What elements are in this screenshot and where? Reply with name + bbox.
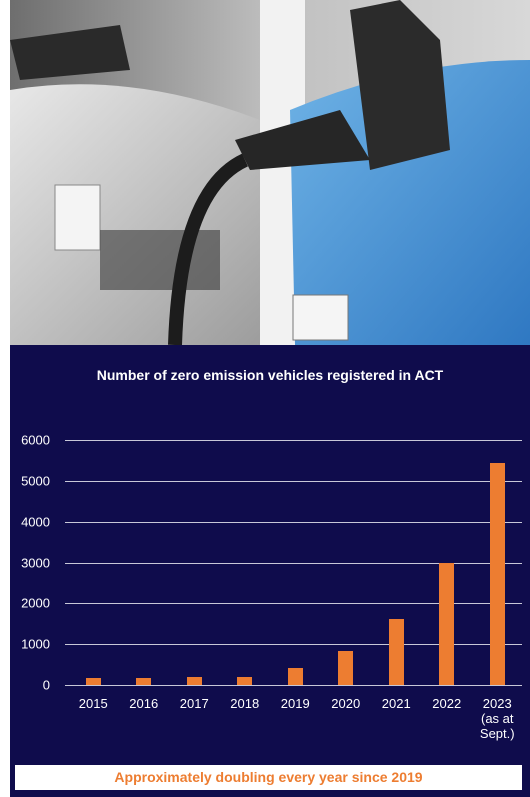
chart-title: Number of zero emission vehicles registe… xyxy=(10,367,530,383)
bar xyxy=(136,678,151,685)
y-tick-label: 4000 xyxy=(10,514,50,529)
bar xyxy=(338,651,353,685)
chart: Number of zero emission vehicles registe… xyxy=(10,345,530,797)
bar xyxy=(237,677,252,685)
y-tick-label: 5000 xyxy=(10,473,50,488)
bar xyxy=(86,678,101,685)
x-tick-label: 2018 xyxy=(222,696,268,711)
y-tick-label: 3000 xyxy=(10,555,50,570)
grid-line xyxy=(65,481,522,482)
x-tick-label: 2021 xyxy=(373,696,419,711)
grid-line xyxy=(65,440,522,441)
grid-line xyxy=(65,522,522,523)
bar xyxy=(389,619,404,685)
annotation: Approximately doubling every year since … xyxy=(15,765,522,790)
y-tick-label: 6000 xyxy=(10,433,50,448)
x-tick-label: 2022 xyxy=(424,696,470,711)
bar xyxy=(439,563,454,686)
y-tick-label: 0 xyxy=(10,678,50,693)
y-tick-label: 2000 xyxy=(10,596,50,611)
x-tick-label: 2023 (as at Sept.) xyxy=(474,696,520,741)
grid-line xyxy=(65,685,522,686)
y-tick-label: 1000 xyxy=(10,637,50,652)
bar xyxy=(187,677,202,685)
bar xyxy=(490,463,505,685)
bar xyxy=(288,668,303,685)
x-tick-label: 2015 xyxy=(70,696,116,711)
x-tick-label: 2020 xyxy=(323,696,369,711)
photo xyxy=(10,0,530,345)
x-tick-label: 2017 xyxy=(171,696,217,711)
page: Number of zero emission vehicles registe… xyxy=(0,0,530,797)
x-tick-label: 2019 xyxy=(272,696,318,711)
x-tick-label: 2016 xyxy=(121,696,167,711)
